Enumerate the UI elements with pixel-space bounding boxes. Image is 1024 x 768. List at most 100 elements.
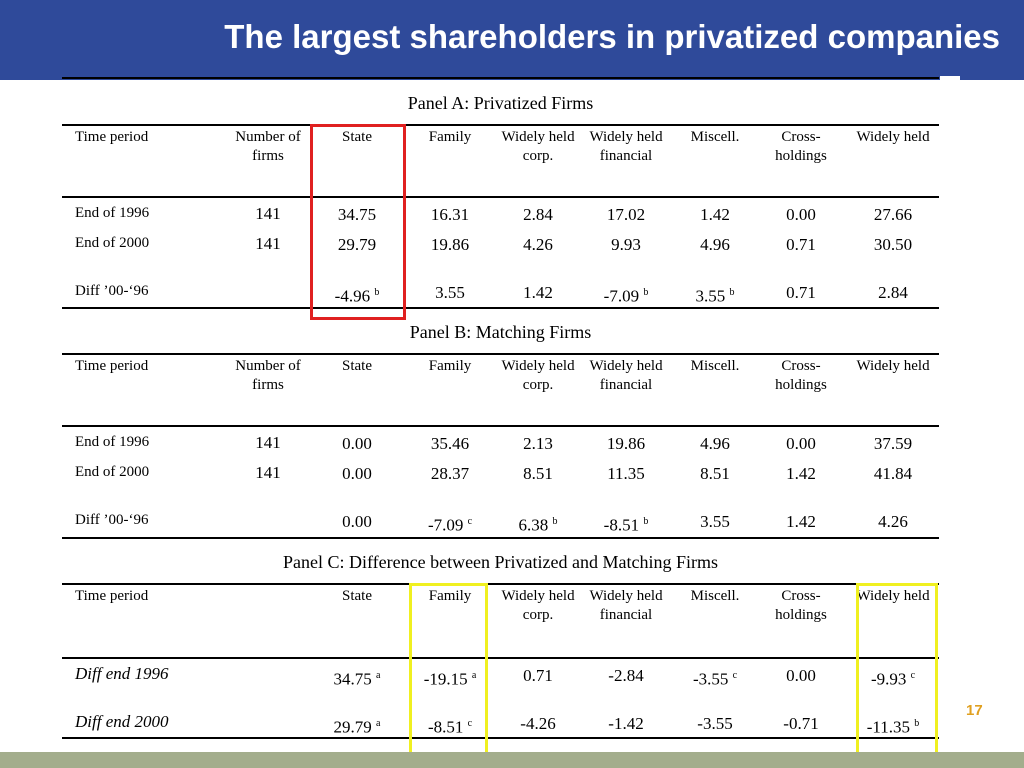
cell-value: 30.50 (873, 235, 913, 254)
cell-value: -4.96 (334, 286, 371, 306)
cell-value: 19.86 (430, 235, 470, 254)
cell-value: 17.02 (606, 205, 646, 224)
table-cell: 11.35 (581, 464, 671, 484)
column-header-time-period: Time period (75, 358, 149, 374)
page-number: 17 (966, 702, 983, 719)
slide-title: The largest shareholders in privatized c… (224, 18, 1000, 55)
row-label: End of 1996 (75, 205, 150, 221)
table-cell: 17.02 (581, 205, 671, 225)
firms-count: 141 (255, 463, 281, 482)
table-cell: 41.84 (848, 464, 938, 484)
column-header-widely-held-financial: Widely held financial (589, 129, 663, 164)
significance-mark: c (467, 718, 473, 729)
significance-mark: a (471, 670, 477, 681)
row-label: Diff ’00-‘96 (75, 283, 149, 299)
cell-value: 4.26 (523, 235, 553, 254)
table-cell: 29.79 (312, 235, 402, 255)
cell-value: -19.15 (423, 669, 468, 689)
column-header-number-of-firms: Number of firms (235, 129, 301, 164)
cell-value: 0.71 (523, 666, 553, 685)
column-header-widely-held-financial: Widely held financial (589, 358, 663, 393)
cell-value: 19.86 (606, 434, 646, 453)
cell-value: 1.42 (523, 283, 553, 302)
table-cell: 34.75 a (312, 666, 402, 690)
significance-mark: a (376, 670, 381, 681)
significance-mark: c (910, 670, 916, 681)
firms-count: 141 (255, 204, 281, 223)
table-cell: 0.00 (756, 666, 846, 686)
column-header-miscell: Miscell. (690, 588, 740, 604)
family-highlight-box (409, 583, 488, 755)
cell-value: 28.37 (430, 464, 470, 483)
table-cell: -7.09 b (581, 283, 671, 307)
table-cell: 0.00 (756, 434, 846, 454)
table-cell: 16.31 (405, 205, 495, 225)
column-header-widely-held-financial: Widely held financial (589, 588, 663, 623)
table-cell: 4.26 (493, 235, 583, 255)
table-cell: 0.00 (312, 512, 402, 532)
cell-value: -2.84 (608, 666, 644, 685)
cell-value: 0.00 (342, 464, 372, 483)
column-header-widely-held-corp: Widely held corp. (501, 588, 575, 623)
table-cell: 0.71 (493, 666, 583, 686)
row-label: End of 2000 (75, 464, 150, 480)
column-header-state: State (342, 588, 372, 604)
cell-value: 0.00 (342, 434, 372, 453)
cell-value: 29.79 (337, 235, 377, 254)
cell-value: -0.71 (783, 714, 819, 733)
column-header-state: State (342, 129, 372, 145)
cell-value: 16.31 (430, 205, 470, 224)
row-label: Diff end 2000 (75, 712, 169, 731)
cell-value: 2.13 (523, 434, 553, 453)
column-header-cross-holdings: Cross-holdings (775, 588, 827, 623)
table-cell: 6.38 b (493, 512, 583, 536)
table-cell: 0.71 (756, 283, 846, 303)
column-header-cross-holdings: Cross-holdings (775, 129, 827, 164)
table-cell: -8.51 c (405, 714, 495, 738)
cell-value: 11.35 (607, 464, 645, 483)
table-cell: 8.51 (493, 464, 583, 484)
column-header-family: Family (428, 588, 472, 604)
cell-value: 1.42 (786, 512, 816, 531)
table-cell: 4.26 (848, 512, 938, 532)
header-top-rule (62, 583, 939, 585)
column-header-widely-held: Widely held (856, 129, 930, 145)
table-cell: 27.66 (848, 205, 938, 225)
header-top-rule (62, 124, 939, 126)
firms-count: 141 (255, 234, 281, 253)
cell-value: 0.00 (786, 205, 816, 224)
table-cell: 0.00 (312, 464, 402, 484)
cell-value: 27.66 (873, 205, 913, 224)
table-cell: 34.75 (312, 205, 402, 225)
cell-value: -8.51 (603, 515, 640, 535)
firms-count: 141 (255, 433, 281, 452)
table-cell: 2.84 (493, 205, 583, 225)
table-cell: 28.37 (405, 464, 495, 484)
title-notch (940, 76, 960, 80)
cell-value: 37.59 (873, 434, 913, 453)
significance-mark: a (376, 718, 381, 729)
significance-mark: b (374, 287, 380, 298)
cell-value: 2.84 (878, 283, 908, 302)
cell-value: -7.09 (603, 286, 640, 306)
significance-mark: b (643, 287, 649, 298)
table-cell: 1.42 (756, 512, 846, 532)
table-cell: 1.42 (670, 205, 760, 225)
cell-value: 1.42 (786, 464, 816, 483)
table-cell: 9.93 (581, 235, 671, 255)
table-cell: 4.96 (670, 235, 760, 255)
widely-held-highlight-box (856, 583, 938, 755)
column-header-family: Family (428, 358, 472, 374)
cell-value: 3.55 (700, 512, 730, 531)
column-header-time-period: Time period (75, 129, 149, 145)
cell-value: 9.93 (611, 235, 641, 254)
column-header-widely-held-corp: Widely held corp. (501, 129, 575, 164)
significance-mark: b (914, 718, 920, 729)
significance-mark: b (552, 516, 558, 527)
table-cell: 19.86 (405, 235, 495, 255)
cell-value: 35.46 (430, 434, 470, 453)
panel-bottom-rule (62, 307, 939, 309)
column-header-state: State (342, 358, 372, 374)
table-cell: 2.84 (848, 283, 938, 303)
significance-mark: b (643, 516, 649, 527)
